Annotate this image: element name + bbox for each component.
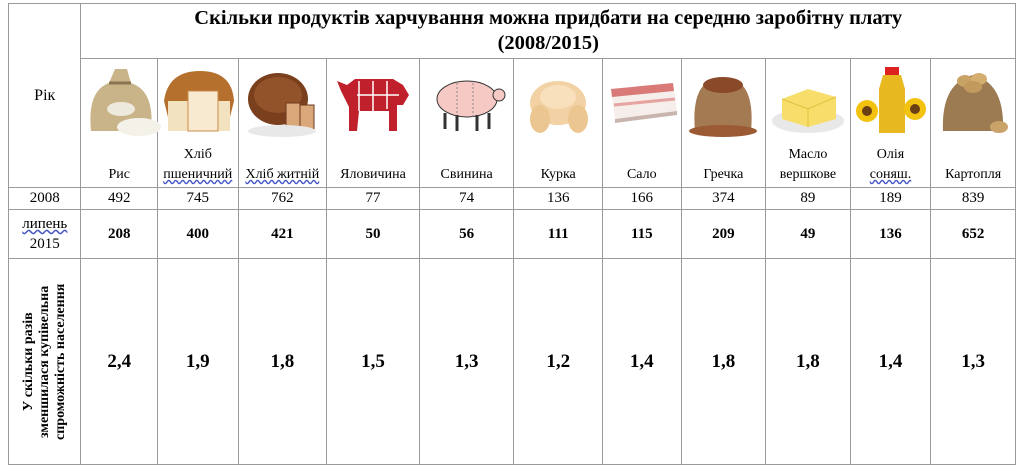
- salo-icon: [603, 61, 683, 139]
- ratio-label-line-3: спроможність населення: [52, 283, 68, 440]
- product-9-2008-cell: 89: [765, 187, 851, 210]
- product-5-header: Свинина: [418, 58, 515, 188]
- title-line-2: (2008/2015): [497, 32, 599, 54]
- sunflower-oil-icon: [851, 61, 931, 139]
- product-8-2015-cell: 209: [680, 209, 767, 259]
- row-2015-month: липень: [22, 216, 68, 232]
- product-9-header: Масло вершкове: [765, 58, 851, 188]
- product-3-ratio-cell: 1,8: [237, 258, 328, 465]
- table-title: Скільки продуктів харчування можна придб…: [80, 3, 1016, 59]
- product-8-label-line: Гречка: [703, 167, 744, 182]
- rye-bread-icon: [242, 61, 322, 139]
- product-7-label-line: Сало: [626, 167, 657, 182]
- row-2015-year: 2015: [29, 236, 60, 252]
- product-9-2015-cell: 49: [765, 209, 851, 259]
- product-1-label-line: Рис: [108, 167, 130, 182]
- ratio-row: У скільки разів зменшилася купівельна сп…: [7, 258, 1016, 465]
- product-8-header: Гречка: [680, 58, 767, 188]
- product-3-2015-cell: 421: [237, 209, 328, 259]
- ratio-label-line-2: зменшилася купівельна: [36, 285, 52, 438]
- product-9-label-line: Масло: [788, 147, 828, 162]
- product-5-label-line: Свинина: [440, 167, 493, 182]
- product-7-2008-cell: 166: [602, 187, 682, 210]
- product-10-2015-cell: 136: [849, 209, 932, 259]
- product-11-2015-cell: 652: [930, 209, 1016, 259]
- wheat-bread-icon: [158, 61, 238, 139]
- product-2-label: Хліб пшеничний: [158, 139, 238, 187]
- product-1-2015-cell: 208: [80, 209, 158, 259]
- chicken-icon: [518, 61, 598, 139]
- product-11-2008-cell: 839: [930, 187, 1016, 210]
- product-2-ratio-cell: 1,9: [157, 258, 239, 465]
- product-6-2015-cell: 111: [513, 209, 604, 259]
- product-9-label-line: вершкове: [779, 167, 837, 182]
- row-2015-label: липень 2015: [7, 209, 82, 259]
- product-3-label: Хліб житній: [239, 139, 327, 187]
- product-3-2008-cell: 762: [237, 187, 328, 210]
- product-11-label: Картопля: [931, 139, 1015, 187]
- ratio-row-label: У скільки разів зменшилася купівельна сп…: [7, 258, 82, 465]
- product-5-label: Свинина: [420, 139, 514, 187]
- product-9-label: Масло вершкове: [766, 139, 850, 187]
- year-header: Рік: [7, 3, 82, 188]
- row-2015: липень 2015 208 400 421 50 56 111 115 209 49 136 6…: [7, 209, 1016, 259]
- row-2008: 2008 492 745 762 77 74 136 166 374 89 189 839: [7, 187, 1016, 210]
- product-9-ratio-cell: 1,8: [765, 258, 851, 465]
- product-4-ratio-cell: 1,5: [326, 258, 420, 465]
- product-5-2008-cell: 74: [418, 187, 515, 210]
- product-10-2008-cell: 189: [849, 187, 932, 210]
- product-8-label: Гречка: [682, 139, 766, 187]
- product-11-header: Картопля: [930, 58, 1016, 188]
- product-3-label-line: Хліб житній: [245, 167, 320, 182]
- ratio-label-text: У скільки разів зменшилася купівельна сп…: [21, 262, 69, 462]
- product-1-2008-cell: 492: [80, 187, 158, 210]
- butter-icon: [768, 61, 848, 139]
- product-1-ratio-cell: 2,4: [80, 258, 158, 465]
- product-6-label-line: Курка: [540, 167, 576, 182]
- title-line-1: Скільки продуктів харчування можна придб…: [194, 7, 903, 29]
- product-3-header: Хліб житній: [237, 58, 328, 188]
- rice-sack-icon: [81, 61, 162, 139]
- product-2-label-line: пшеничний: [163, 167, 233, 182]
- product-10-label-line: Олія: [876, 147, 905, 162]
- food-purchase-table: Рік Скільки продуктів харчування можна п…: [7, 3, 1016, 465]
- product-2-2008-cell: 745: [157, 187, 239, 210]
- product-7-label: Сало: [603, 139, 681, 187]
- product-4-label-line: Яловичина: [340, 167, 406, 182]
- product-4-2008-cell: 77: [326, 187, 420, 210]
- product-6-header: Курка: [513, 58, 604, 188]
- product-10-header: Олія соняш.: [849, 58, 932, 188]
- product-7-ratio-cell: 1,4: [602, 258, 682, 465]
- product-6-ratio-cell: 1,2: [513, 258, 604, 465]
- product-2-2015-cell: 400: [157, 209, 239, 259]
- product-4-label: Яловичина: [327, 139, 419, 187]
- product-10-ratio-cell: 1,4: [849, 258, 932, 465]
- product-10-label-line: соняш.: [869, 167, 912, 182]
- product-1-label: Рис: [81, 139, 157, 187]
- product-header-row: Рис Хліб пшеничний Хліб житній Яловичина Свин…: [9, 58, 1016, 188]
- product-11-ratio-cell: 1,3: [930, 258, 1016, 465]
- ratio-label-line-1: У скільки разів: [20, 312, 36, 411]
- product-6-label: Курка: [514, 139, 602, 187]
- pork-cuts-icon: [427, 61, 507, 139]
- product-8-ratio-cell: 1,8: [680, 258, 767, 465]
- product-4-2015-cell: 50: [326, 209, 420, 259]
- product-5-ratio-cell: 1,3: [418, 258, 515, 465]
- product-10-label: Олія соняш.: [851, 139, 931, 187]
- row-2008-label: 2008: [7, 187, 82, 210]
- product-11-label-line: Картопля: [945, 167, 1002, 182]
- product-4-header: Яловичина: [326, 58, 420, 188]
- potato-sack-icon: [933, 61, 1013, 139]
- product-7-header: Сало: [602, 58, 683, 188]
- product-7-2015-cell: 115: [602, 209, 682, 259]
- product-1-header: Рис: [80, 58, 162, 188]
- beef-cuts-icon: [333, 61, 413, 139]
- product-2-label-line: Хліб: [183, 147, 212, 162]
- product-6-2008-cell: 136: [513, 187, 604, 210]
- product-8-2008-cell: 374: [680, 187, 767, 210]
- product-5-2015-cell: 56: [418, 209, 515, 259]
- buckwheat-sack-icon: [683, 61, 763, 139]
- product-2-header: Хліб пшеничний: [157, 58, 239, 188]
